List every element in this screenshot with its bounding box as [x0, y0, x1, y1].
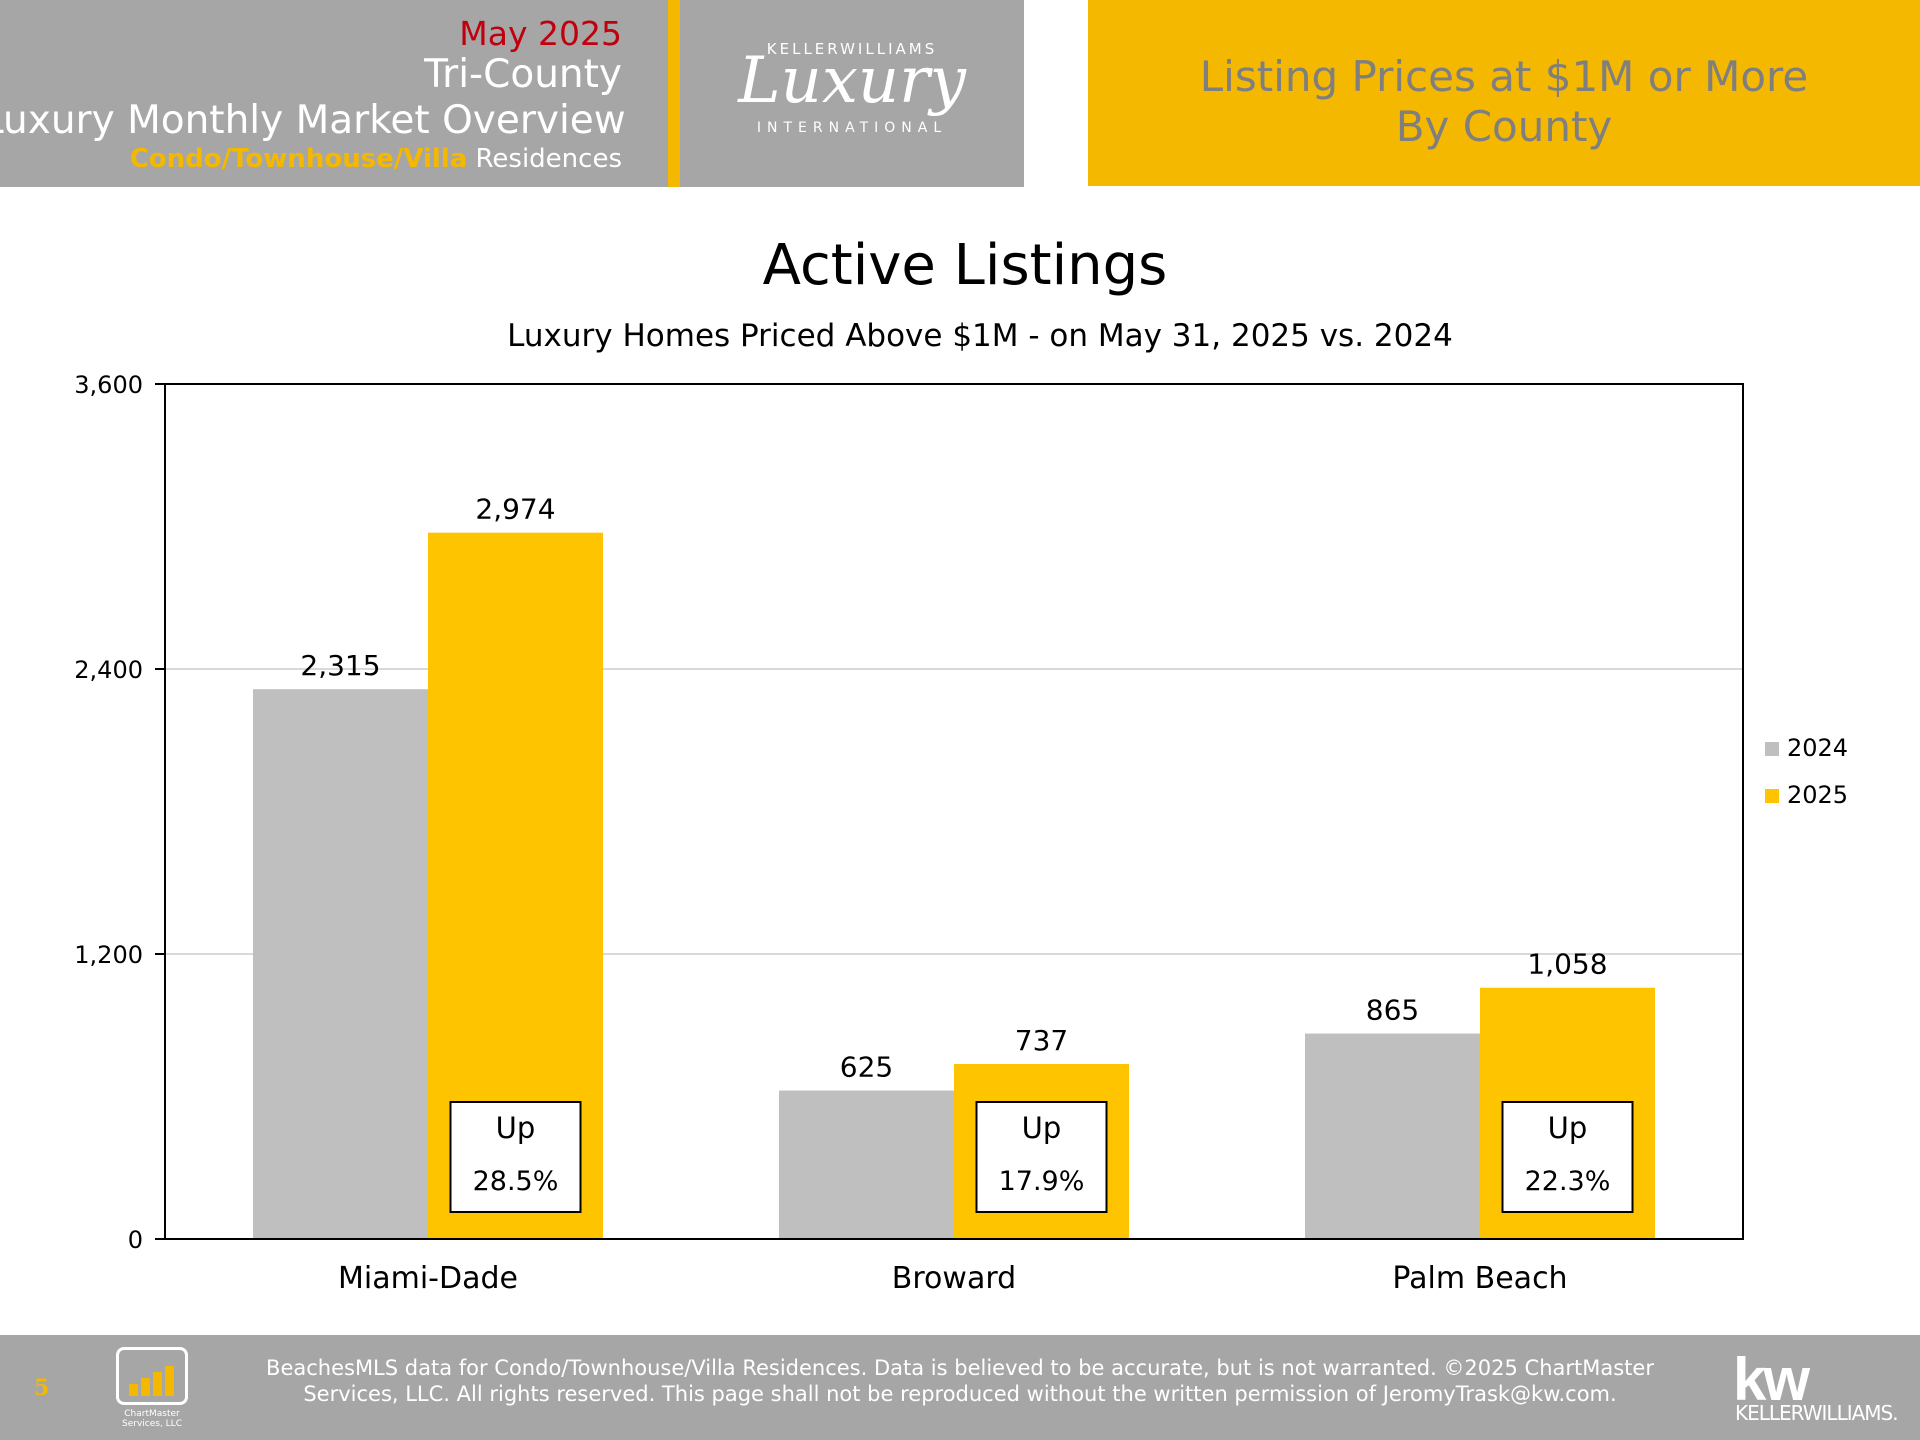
report-region: Tri-County	[424, 52, 622, 97]
bar-2024	[253, 689, 428, 1239]
legend-label: 2025	[1787, 781, 1848, 809]
logo-intl-text: INTERNATIONAL	[756, 120, 948, 136]
bar-value-label: 2,974	[475, 493, 555, 526]
report-title: Luxury Monthly Market Overview	[0, 98, 626, 143]
disclaimer-line2: Services, LLC. All rights reserved. This…	[303, 1382, 1617, 1406]
disclaimer-line1: BeachesMLS data for Condo/Townhouse/Vill…	[266, 1356, 1654, 1380]
legend-swatch	[1765, 742, 1779, 756]
kw-logo-name: KELLERWILLIAMS.	[1735, 1401, 1899, 1425]
chart-subtitle: Luxury Homes Priced Above $1M - on May 3…	[507, 318, 1453, 354]
page-number: 5	[34, 1375, 50, 1401]
change-callout-direction: Up	[1548, 1111, 1588, 1145]
header-right-panel: Listing Prices at $1M or More By County	[1088, 0, 1920, 186]
bar-value-label: 1,058	[1527, 948, 1607, 981]
logo-bar-4	[165, 1366, 174, 1396]
x-axis-labels: Miami-Dade Broward Palm Beach	[338, 1261, 1568, 1296]
y-tick-label: 1,200	[74, 941, 143, 969]
logo-bar-3	[153, 1372, 162, 1396]
logo-bar-2	[141, 1378, 150, 1396]
footer-disclaimer: BeachesMLS data for Condo/Townhouse/Vill…	[240, 1355, 1680, 1407]
chart-legend: 2024 2025	[1765, 734, 1848, 809]
legend-label: 2024	[1787, 734, 1848, 762]
segment-rest: Residences	[467, 144, 623, 174]
chart-title: Active Listings	[763, 233, 1168, 298]
legend-swatch	[1765, 789, 1779, 803]
change-callout-direction: Up	[496, 1111, 536, 1145]
section-title-line2: By County	[1395, 102, 1613, 151]
plot-border	[164, 383, 1744, 1240]
kw-luxury-logo: KELLERWILLIAMS Luxury INTERNATIONAL	[680, 0, 1024, 187]
footer-bar: 5 ChartMaster Services, LLC BeachesMLS d…	[0, 1335, 1920, 1440]
change-callout-box	[1501, 1101, 1634, 1213]
chartmaster-logo-icon	[116, 1347, 188, 1405]
chart-annotations: Up 28.5% Up 17.9% Up 22.3%	[449, 1101, 1634, 1213]
change-callout-percent: 28.5%	[473, 1166, 559, 1197]
bar-2024	[1305, 1033, 1480, 1239]
bar-value-label: 625	[840, 1051, 893, 1084]
x-tick-label: Palm Beach	[1392, 1261, 1567, 1296]
y-tick-label: 3,600	[74, 371, 143, 399]
y-axis-ticks: 0 1,200 2,400 3,600	[74, 371, 165, 1254]
chartmaster-name: ChartMaster	[124, 1409, 180, 1419]
change-callout-percent: 22.3%	[1525, 1166, 1611, 1197]
change-callout-direction: Up	[1022, 1111, 1062, 1145]
logo-brand-text: KELLERWILLIAMS	[766, 40, 938, 58]
logo-script-text: Luxury	[738, 44, 966, 118]
change-callout-box	[449, 1101, 582, 1213]
kw-logo-mark: kw	[1733, 1346, 1810, 1413]
x-tick-label: Broward	[892, 1261, 1016, 1296]
header-left-panel: May 2025 Tri-County Luxury Monthly Marke…	[0, 0, 668, 187]
chartmaster-suffix: Services, LLC	[122, 1419, 182, 1429]
bar-value-label: 865	[1366, 994, 1419, 1027]
y-tick-label: 2,400	[74, 656, 143, 684]
header-separator	[668, 0, 680, 187]
bar-value-label: 737	[1015, 1024, 1068, 1057]
change-callout-box	[975, 1101, 1108, 1213]
section-title-line1: Listing Prices at $1M or More	[1199, 52, 1809, 101]
y-tick-label: 0	[128, 1226, 143, 1254]
chartmaster-logo-text: ChartMaster Services, LLC	[102, 1409, 202, 1429]
segment-accent: Condo/Townhouse/Villa	[129, 144, 468, 174]
report-segment: Condo/Townhouse/Villa Residences	[0, 144, 622, 174]
bar-2024	[779, 1090, 954, 1239]
change-callout-percent: 17.9%	[999, 1166, 1085, 1197]
logo-bar-1	[129, 1384, 138, 1396]
bar-value-label: 2,315	[300, 649, 380, 682]
x-tick-label: Miami-Dade	[338, 1261, 518, 1296]
active-listings-chart: Active Listings Luxury Homes Priced Abov…	[74, 233, 1848, 1296]
report-date: May 2025	[459, 14, 622, 53]
